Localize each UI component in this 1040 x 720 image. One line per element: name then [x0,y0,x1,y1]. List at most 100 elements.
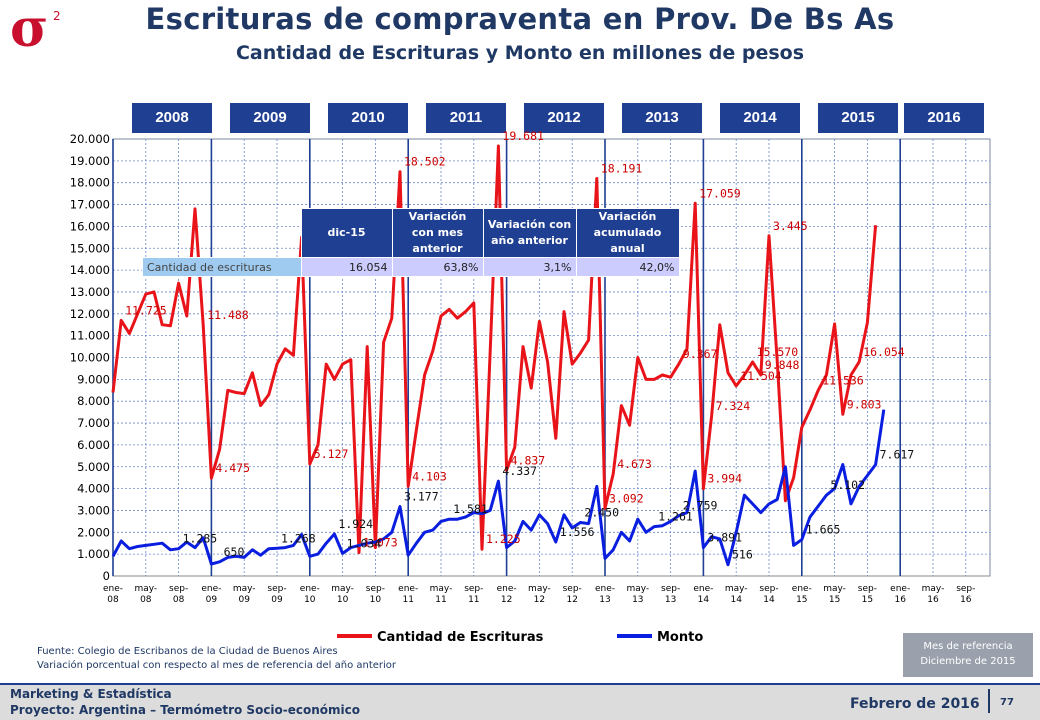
data-label: 11.504 [740,369,782,383]
x-tick-label: 16 [960,595,972,605]
y-tick-label: 3.000 [77,503,110,517]
y-tick-label: 15.000 [70,241,110,255]
y-tick-label: 13.000 [70,285,110,299]
x-tick-label: 13 [599,595,610,605]
x-tick-label: may- [725,584,748,594]
x-tick-label: ene- [792,584,812,594]
x-tick-label: 10 [370,595,382,605]
x-tick-label: 08 [173,595,185,605]
x-tick-label: 16 [894,595,906,605]
data-label: 3.445 [773,219,808,233]
data-label: 9.848 [765,358,800,372]
x-tick-label: sep- [956,584,975,594]
y-tick-label: 0 [103,569,110,583]
y-tick-label: 11.000 [70,329,110,343]
y-tick-label: 7.000 [77,416,110,430]
y-tick-label: 14.000 [70,263,110,277]
year-label-2014: 2014 [720,103,800,133]
source-line: Variación porcentual con respecto al mes… [37,660,397,671]
x-tick-label: sep- [169,584,188,594]
data-label: 3.177 [404,490,439,504]
summary-table-corner [143,209,302,258]
summary-table: dic-15 Variación con mes anterior Variac… [142,208,680,277]
data-label: 1.285 [183,532,218,546]
y-tick-label: 9.000 [77,372,110,386]
x-tick-label: may- [134,584,157,594]
source-note: Fuente: Colegio de Escribanos de la Ciud… [37,645,396,673]
x-tick-label: ene- [398,584,418,594]
data-label: 516 [732,548,753,562]
y-tick-label: 16.000 [70,219,110,233]
x-tick-label: may- [528,584,551,594]
x-tick-label: ene- [693,584,713,594]
y-tick-label: 2.000 [77,525,110,539]
summary-col-header: dic-15 [300,208,393,258]
sigma-logo: σ 2 [10,4,61,52]
y-tick-label: 1.000 [77,547,110,561]
x-tick-label: 10 [337,595,349,605]
year-label-2016: 2016 [904,103,984,133]
summary-cell: 3,1% [482,257,577,277]
data-label: 1.034 [347,536,382,550]
y-tick-label: 8.000 [77,394,110,408]
x-tick-label: 14 [698,595,710,605]
year-label-2015: 2015 [818,103,898,133]
data-label: 9.803 [847,397,882,411]
data-label: 4.337 [502,464,537,478]
y-tick-label: 18.000 [70,176,110,190]
summary-table-row: Cantidad de escrituras 16.054 63,8% 3,1%… [142,257,680,277]
x-tick-label: may- [430,584,453,594]
summary-cell: 16.054 [300,257,393,277]
data-label: 11.536 [822,373,864,387]
x-tick-label: 14 [730,595,742,605]
data-label: 4.475 [215,461,250,475]
x-tick-label: 11 [435,595,446,605]
data-label: 11.488 [207,308,249,322]
footer-separator [988,689,990,713]
y-tick-label: 10.000 [70,351,110,365]
data-label: 5.102 [830,478,865,492]
x-tick-label: sep- [858,584,877,594]
year-label-2008: 2008 [132,103,212,133]
x-tick-label: ene- [201,584,221,594]
x-tick-label: 15 [862,595,873,605]
x-tick-label: sep- [661,584,680,594]
y-tick-label: 20.000 [70,132,110,146]
x-tick-label: may- [626,584,649,594]
y-tick-label: 5.000 [77,460,110,474]
x-tick-label: 08 [107,595,119,605]
x-tick-label: sep- [464,584,483,594]
x-tick-label: 15 [829,595,840,605]
data-label: 16.054 [863,345,905,359]
series-monto-line [111,409,886,567]
x-tick-label: may- [922,584,945,594]
data-label: 11.725 [125,303,167,317]
page-title: Escrituras de compraventa en Prov. De Bs… [145,2,895,36]
footer-line: Marketing & Estadística [10,687,172,701]
x-tick-label: 13 [632,595,643,605]
y-tick-label: 4.000 [77,482,110,496]
data-label: 1.261 [658,510,693,524]
x-tick-label: 08 [140,595,152,605]
data-label: 2.450 [584,505,619,519]
x-tick-label: 11 [468,595,479,605]
data-label: 18.502 [404,155,446,169]
footer-divider [0,683,1040,685]
x-tick-label: 12 [501,595,512,605]
data-label: 19.681 [502,129,544,143]
x-tick-label: 10 [304,595,316,605]
year-label-2011: 2011 [426,103,506,133]
data-label: 17.059 [699,186,741,200]
summary-cell: 42,0% [575,257,680,277]
y-tick-label: 17.000 [70,198,110,212]
reference-month-box: Mes de referencia Diciembre de 2015 [903,633,1033,677]
x-tick-label: 13 [665,595,676,605]
x-tick-label: ene- [103,584,123,594]
x-tick-label: may- [233,584,256,594]
y-tick-label: 19.000 [70,154,110,168]
data-label: 18.191 [601,162,643,176]
footer-project: Marketing & Estadística Proyecto: Argent… [10,686,360,718]
x-tick-label: may- [823,584,846,594]
data-label: 650 [224,545,245,559]
